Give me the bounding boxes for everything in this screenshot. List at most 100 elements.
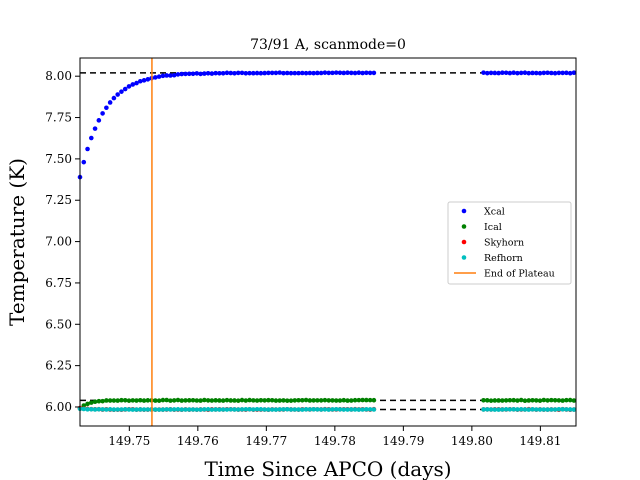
data-point [213,407,218,412]
data-point [186,398,192,403]
data-point [104,398,109,403]
data-point [235,407,241,412]
y-tick-label: 7.25 [45,193,72,207]
data-point [337,70,343,76]
data-point [315,70,320,76]
data-point [119,397,124,403]
data-point [300,407,305,412]
data-point [213,398,218,403]
data-point [251,70,256,76]
data-point [288,398,294,403]
series-ical [77,397,577,411]
data-point [198,398,203,403]
data-point [153,398,158,403]
data-point [179,407,185,412]
data-point [303,70,309,76]
data-point [220,70,226,76]
data-point [115,407,120,412]
data-point [564,407,569,412]
data-point [126,407,132,412]
data-point [156,398,162,403]
data-point [141,398,147,403]
data-point [239,397,245,403]
data-point [300,70,305,76]
data-point [364,70,369,76]
data-point [277,70,283,75]
data-point [235,398,241,403]
data-point [251,398,256,403]
data-point [92,407,98,412]
data-point [530,70,535,76]
x-tick-label: 149.76 [177,434,219,448]
data-point [556,407,562,412]
legend-marker-xcal [461,208,467,214]
data-point [186,407,192,412]
data-point [175,72,181,77]
data-point [137,407,143,412]
x-tick-label: 149.81 [519,434,561,448]
legend-label: Ical [484,222,502,233]
data-point [232,70,237,76]
data-point [488,398,494,403]
data-point [552,407,558,412]
data-point [330,407,335,412]
series-layer [77,70,577,413]
data-point [281,398,286,403]
data-point [126,84,132,89]
data-point [160,407,166,412]
data-point [496,398,501,403]
legend-marker-ical [461,224,467,229]
data-point [345,70,350,76]
data-point [164,73,169,78]
data-point [111,407,117,412]
data-point [202,407,207,412]
data-point [284,398,290,403]
data-point [341,397,347,403]
data-point [85,146,90,152]
data-point [190,407,196,412]
data-point [186,71,192,77]
data-point [549,70,554,76]
data-point [348,70,354,76]
data-point [518,407,524,412]
data-point [515,407,520,412]
data-point [496,70,501,76]
data-point [81,403,87,408]
data-point [503,398,509,403]
y-tick-label: 6.50 [45,317,72,331]
data-point [296,407,301,412]
x-axis-label: Time Since APCO (days) [204,457,451,480]
data-point [213,70,218,76]
data-point [322,397,328,403]
data-point [251,407,256,412]
data-point [262,407,267,412]
data-point [518,70,524,76]
data-point [318,407,324,412]
data-point [545,70,550,76]
data-point [522,407,528,412]
data-point [503,407,509,412]
data-point [549,407,554,412]
data-point [156,407,162,412]
data-point [81,159,87,165]
data-point [111,398,117,403]
data-point [220,407,226,412]
data-point [269,407,275,412]
x-tick-label: 149.79 [382,434,424,448]
legend-label: Refhorn [484,253,523,264]
data-point [266,397,271,403]
data-point [164,397,169,403]
data-point [122,86,128,92]
legend-marker-refhorn [461,255,467,260]
data-point [175,397,181,403]
data-point [224,397,230,403]
data-point [205,398,211,403]
data-point [333,398,339,403]
data-point [307,398,313,403]
x-tick-label: 149.77 [245,434,287,448]
data-point [119,89,124,94]
data-point [281,407,286,412]
data-point [100,398,105,404]
data-point [364,397,369,403]
y-tick-label: 8.00 [45,69,72,83]
